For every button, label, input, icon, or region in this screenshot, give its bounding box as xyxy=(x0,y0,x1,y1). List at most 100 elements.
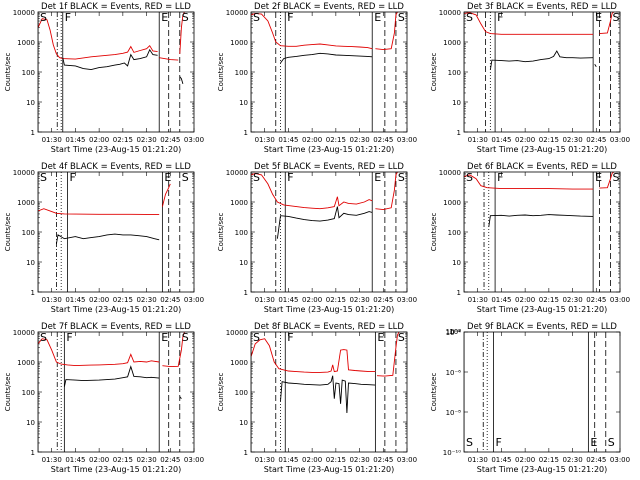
chart-title: Det 2f BLACK = Events, RED = LLD xyxy=(254,2,404,12)
series-group xyxy=(38,12,185,85)
y-tick-label: 10000 xyxy=(13,169,35,177)
events-series-line xyxy=(280,52,373,64)
y-tick-label: 10⁻⁸ xyxy=(446,409,462,417)
y-tick-label: 10000 xyxy=(439,169,461,177)
x-tick-label: 01:30 xyxy=(468,136,488,144)
chart-panel-9: Det 9f BLACK = Events, RED = LLD Counts/s… xyxy=(430,322,630,474)
events-series-line xyxy=(63,365,160,387)
x-tick-label: 01:45 xyxy=(491,136,511,144)
lld-series-line xyxy=(376,332,400,377)
lld-series-line xyxy=(251,12,373,50)
events-series-line xyxy=(594,64,597,67)
lld-series-line xyxy=(162,332,185,368)
y-axis-label: Counts/sec xyxy=(430,213,438,252)
y-tick-label: 100 xyxy=(448,69,461,77)
x-tick-label: 01:45 xyxy=(65,136,85,144)
marker-label: E xyxy=(161,11,168,24)
x-tick-label: 01:30 xyxy=(255,456,275,464)
y-tick-label: 1000 xyxy=(443,199,461,207)
y-axis-label: Counts/sec xyxy=(4,373,12,412)
x-tick-label: 02:45 xyxy=(586,296,606,304)
plot-frame xyxy=(463,171,621,293)
lld-series-line xyxy=(161,183,171,207)
y-tick-label: 10⁰ xyxy=(449,328,461,336)
x-tick-label: 02:45 xyxy=(160,136,180,144)
x-tick-label: 01:45 xyxy=(278,296,298,304)
marker-label: S xyxy=(398,11,405,24)
x-tick-label: 02:00 xyxy=(302,136,322,144)
chart-panel-5: Det 5f BLACK = Events, RED = LLD Counts/s… xyxy=(217,162,417,314)
chart-title: Det 3f BLACK = Events, RED = LLD xyxy=(467,2,617,12)
plot-frame xyxy=(37,171,195,293)
lld-series-line xyxy=(464,174,594,190)
y-axis-label: Counts/sec xyxy=(217,53,225,92)
x-tick-label: 02:00 xyxy=(515,296,535,304)
x-tick-label: 02:30 xyxy=(562,456,582,464)
chart-panel-4: Det 4f BLACK = Events, RED = LLD Counts/s… xyxy=(4,162,204,314)
x-tick-label: 01:45 xyxy=(491,296,511,304)
x-tick-label: 01:30 xyxy=(42,136,62,144)
x-tick-label: 01:45 xyxy=(278,136,298,144)
x-tick-label: 02:15 xyxy=(113,456,133,464)
x-tick-label: 03:00 xyxy=(397,296,417,304)
y-tick-label: 100 xyxy=(448,229,461,237)
x-tick-label: 02:15 xyxy=(326,456,346,464)
y-tick-label: 1 xyxy=(31,289,35,297)
x-tick-label: 02:15 xyxy=(326,136,346,144)
lld-series-line xyxy=(599,172,614,189)
plot-frame xyxy=(463,11,621,133)
chart-panel-7: Det 7f BLACK = Events, RED = LLD Counts/s… xyxy=(4,322,204,474)
y-axis-label: Counts/sec xyxy=(4,213,12,252)
x-tick-label: 01:30 xyxy=(468,296,488,304)
y-tick-label: 10000 xyxy=(226,9,248,17)
marker-label: E xyxy=(161,331,168,344)
marker-label: F xyxy=(497,11,503,24)
x-tick-label: 01:30 xyxy=(42,456,62,464)
y-axis-label: Counts/sec xyxy=(430,373,438,412)
x-tick-label: 02:30 xyxy=(136,456,156,464)
chart-panel-6: Det 6f BLACK = Events, RED = LLD Counts/s… xyxy=(430,162,630,314)
x-tick-label: 02:15 xyxy=(113,136,133,144)
x-tick-label: 03:00 xyxy=(610,456,630,464)
chart-title: Det 8f BLACK = Events, RED = LLD xyxy=(254,322,404,332)
x-axis-label: Start Time (23-Aug-15 01:21:20) xyxy=(51,465,182,474)
x-tick-label: 02:30 xyxy=(562,136,582,144)
x-tick-label: 02:30 xyxy=(349,136,369,144)
marker-label: F xyxy=(496,436,502,449)
marker-label: F xyxy=(65,11,71,24)
event-markers xyxy=(251,12,397,132)
series-group xyxy=(251,332,400,414)
events-series-line xyxy=(62,48,158,71)
event-markers xyxy=(38,332,181,452)
y-tick-label: 1 xyxy=(31,129,35,137)
x-tick-label: 02:15 xyxy=(539,136,559,144)
marker-label: S xyxy=(182,331,189,344)
x-tick-label: 02:30 xyxy=(136,296,156,304)
y-tick-label: 10 xyxy=(26,259,35,267)
marker-label: E xyxy=(595,11,602,24)
y-tick-label: 10 xyxy=(239,419,248,427)
marker-label: S xyxy=(182,171,189,184)
lld-series-line xyxy=(251,338,376,373)
marker-label: E xyxy=(374,11,381,24)
x-tick-label: 01:30 xyxy=(42,296,62,304)
marker-label: S xyxy=(253,171,260,184)
plot-frame xyxy=(250,331,408,453)
y-tick-label: 10000 xyxy=(226,329,248,337)
marker-label: S xyxy=(466,171,473,184)
lld-series-line xyxy=(38,18,158,60)
marker-label: F xyxy=(66,331,72,344)
y-tick-label: 100 xyxy=(235,69,248,77)
chart-panel-8: Det 8f BLACK = Events, RED = LLD Counts/s… xyxy=(217,322,417,474)
marker-label: S xyxy=(466,436,473,449)
plot-frame xyxy=(463,331,621,453)
marker-label: S xyxy=(613,11,620,24)
x-tick-label: 03:00 xyxy=(397,456,417,464)
x-tick-label: 02:00 xyxy=(89,456,109,464)
y-tick-label: 1 xyxy=(457,129,461,137)
x-axis-label: Start Time (23-Aug-15 01:21:20) xyxy=(477,145,608,154)
y-tick-label: 1000 xyxy=(17,359,35,367)
series-group xyxy=(251,12,398,64)
x-tick-label: 03:00 xyxy=(397,136,417,144)
